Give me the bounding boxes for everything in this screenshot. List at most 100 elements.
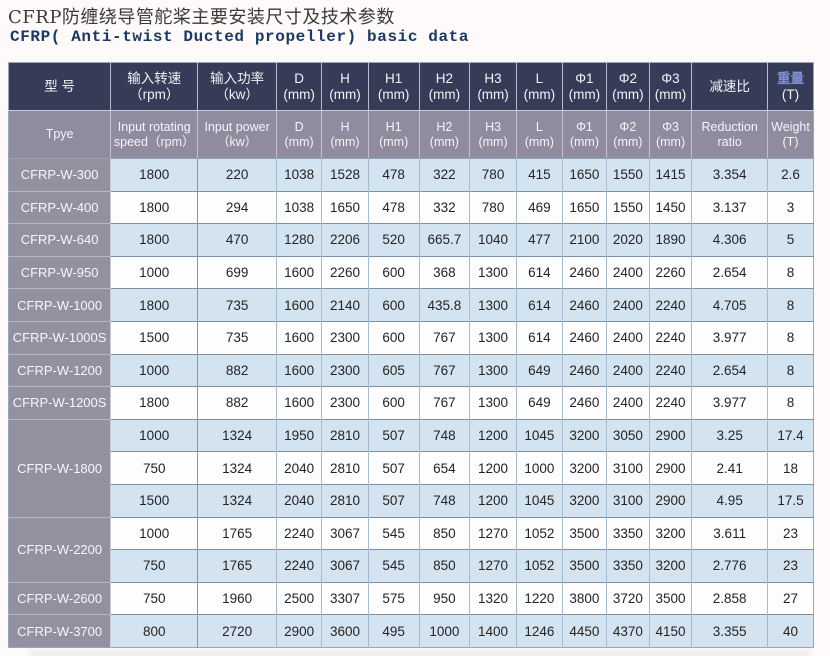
data-cell: 2260 — [321, 255, 369, 289]
header-line: (mm) — [569, 134, 599, 149]
data-cell: 2400 — [606, 386, 650, 420]
data-cell: 2140 — [321, 288, 369, 322]
data-cell: 3100 — [606, 483, 650, 518]
data-cell: 1600 — [276, 386, 322, 420]
data-cell: 2460 — [561, 386, 607, 420]
table-row: CFRP-W-1200 1000 882 1600 2300 605 767 1300 649 2… — [8, 353, 814, 387]
data-cell: 1400 — [469, 614, 517, 648]
model-cell: CFRP-W-300 — [8, 158, 112, 192]
header-line: (mm) — [330, 134, 360, 149]
data-cell: 4150 — [648, 614, 692, 648]
model-cell: CFRP-W-950 — [8, 255, 112, 289]
data-cell: 2.41 — [691, 451, 768, 485]
data-cell: 3067 — [321, 516, 369, 550]
header-cell-zh: 减速比 — [691, 62, 768, 111]
data-cell: 1300 — [469, 320, 517, 355]
data-cell: 1038 — [276, 190, 322, 224]
header-cell-en: Tpye — [8, 110, 111, 159]
data-cell: 23 — [767, 549, 814, 583]
data-cell: 699 — [197, 255, 277, 289]
data-cell: 18 — [767, 451, 814, 485]
data-cell: 4450 — [561, 614, 607, 648]
header-line: (mm) — [523, 86, 556, 102]
data-cell: 294 — [197, 190, 277, 224]
data-cell: 649 — [515, 353, 563, 387]
data-cell: 882 — [197, 386, 277, 420]
data-cell: 2240 — [276, 516, 322, 550]
data-cell: 2240 — [648, 386, 692, 420]
header-line: (mm) — [377, 86, 410, 102]
data-cell: 800 — [110, 614, 198, 648]
header-cell-zh: H1 (mm) — [367, 62, 420, 111]
data-cell: 3.355 — [691, 614, 768, 648]
model-cell: CFRP-W-1000S — [8, 320, 112, 355]
header-line: Reduction — [701, 119, 758, 134]
data-cell: 520 — [367, 223, 420, 257]
data-cell: 3200 — [561, 418, 607, 452]
data-cell: 2460 — [561, 353, 607, 387]
data-cell: 1415 — [648, 158, 692, 192]
data-cell: 3.354 — [691, 158, 768, 192]
data-cell: 1000 — [418, 614, 470, 648]
data-cell: 2900 — [648, 418, 692, 452]
data-cell: 2240 — [648, 320, 692, 355]
data-cell: 3.611 — [691, 516, 768, 550]
header-line: (mm) — [613, 134, 643, 149]
data-cell: 3200 — [648, 549, 692, 583]
header-line: (mm) — [654, 86, 687, 102]
data-cell: 600 — [367, 255, 420, 289]
data-cell: 2460 — [561, 320, 607, 355]
data-cell: 2400 — [606, 288, 650, 322]
model-cell: CFRP-W-1200S — [8, 386, 112, 420]
data-cell: 2500 — [276, 581, 322, 615]
header-cell-en: D (mm) — [276, 110, 322, 159]
table-row: CFRP-W-1000 1800 735 1600 2140 600 435.8 1300 61… — [8, 288, 814, 322]
spec-table-body: CFRP-W-300 1800 220 1038 1528 478 322 780 415 165… — [8, 158, 814, 648]
data-cell: 2.6 — [767, 158, 814, 192]
header-line: L — [535, 70, 544, 86]
header-line: （kw） — [216, 134, 258, 149]
table-row: CFRP-W-400 1800 294 1038 1650 478 332 780 469 165… — [8, 190, 814, 224]
data-cell: 2720 — [197, 614, 277, 648]
data-cell: 2240 — [648, 353, 692, 387]
model-cell: CFRP-W-1800 — [8, 418, 112, 518]
data-cell: 1765 — [197, 516, 277, 550]
header-cell-en: H2 (mm) — [418, 110, 470, 159]
header-line: 输入转速 — [127, 70, 182, 86]
header-line: H2 — [435, 70, 453, 86]
header-line: H3 — [484, 70, 502, 86]
data-cell: 3500 — [648, 581, 692, 615]
data-cell: 600 — [367, 386, 420, 420]
data-cell: 2810 — [321, 451, 369, 485]
data-cell: 495 — [367, 614, 420, 648]
data-cell: 2300 — [321, 353, 369, 387]
data-cell: 3500 — [561, 549, 607, 583]
header-cell-en: Input rotating speed（rpm） — [110, 110, 198, 159]
data-cell: 1000 — [110, 353, 198, 387]
data-cell: 3800 — [561, 581, 607, 615]
data-cell: 1450 — [648, 190, 692, 224]
data-cell: 1500 — [110, 483, 198, 518]
header-line: ratio — [717, 134, 742, 149]
header-cell-zh: H3 (mm) — [469, 62, 517, 111]
data-cell: 2040 — [276, 483, 322, 518]
header-line: (mm) — [655, 134, 686, 149]
data-cell: 3307 — [321, 581, 369, 615]
header-cell-zh: Φ1 (mm) — [561, 62, 607, 111]
data-cell: 1550 — [606, 158, 650, 192]
header-line: (mm) — [283, 86, 315, 102]
page-title-chinese: CFRP防缠绕导管舵桨主要安装尺寸及技术参数 — [8, 7, 395, 28]
data-cell: 8 — [767, 288, 814, 322]
header-line: （kw） — [215, 86, 259, 102]
data-cell: 545 — [367, 549, 420, 583]
header-line: 型 号 — [44, 78, 75, 94]
header-cell-en: H (mm) — [321, 110, 369, 159]
table-row: 1500 1324 2040 2810 507 748 1200 1045 3200 3100 29… — [9, 483, 814, 518]
data-cell: 2100 — [561, 223, 607, 257]
data-cell: 1800 — [110, 158, 198, 192]
header-cell-zh: 输入功率 （kw） — [197, 62, 277, 111]
data-cell: 3.977 — [691, 386, 768, 420]
data-cell: 4.306 — [691, 223, 768, 257]
data-cell: 600 — [367, 320, 420, 355]
header-line: speed（rpm） — [113, 134, 195, 149]
